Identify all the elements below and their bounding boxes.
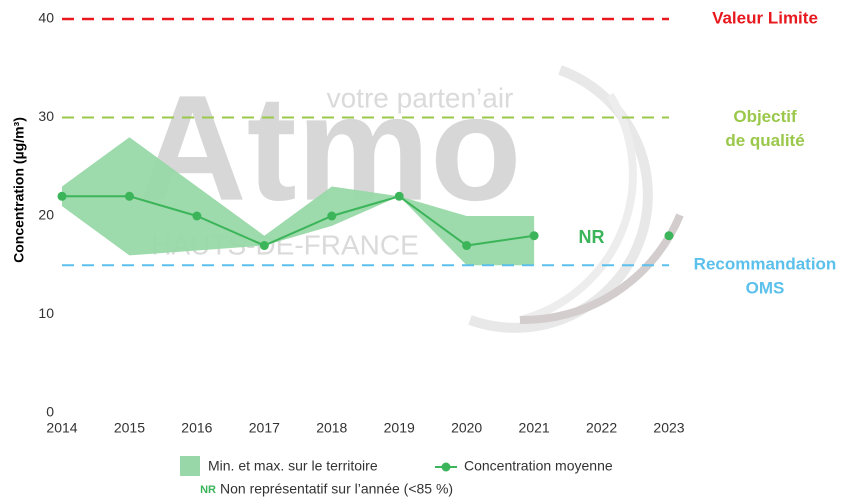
min-max-band bbox=[62, 137, 535, 266]
x-tick-label: 2015 bbox=[114, 420, 145, 436]
mean-point bbox=[462, 241, 472, 251]
watermark: Atmo votre parten’air HAUTS-DE-FRANCE bbox=[138, 64, 684, 333]
mean-point bbox=[259, 241, 269, 251]
x-tick-label: 2020 bbox=[451, 420, 482, 436]
x-tick-label: 2018 bbox=[316, 420, 347, 436]
x-tick-label: 2023 bbox=[653, 420, 684, 436]
legend-swatch bbox=[180, 456, 200, 476]
footnote-key: NR bbox=[200, 484, 216, 496]
legend-label: Min. et max. sur le territoire bbox=[208, 458, 378, 474]
mean-point bbox=[394, 191, 404, 201]
mean-line bbox=[62, 195, 535, 247]
watermark-top: votre parten’air bbox=[327, 82, 514, 113]
x-tick-label: 2017 bbox=[249, 420, 280, 436]
mean-point bbox=[664, 231, 674, 241]
legend-label: Concentration moyenne bbox=[464, 458, 613, 474]
footnote-text: Non représentatif sur l’année (<85 %) bbox=[220, 481, 453, 497]
y-tick-label: 0 bbox=[46, 404, 54, 420]
x-tick-label: 2014 bbox=[46, 420, 77, 436]
y-tick-label: 10 bbox=[38, 305, 54, 321]
legend-point bbox=[441, 462, 451, 472]
reference-label: Recommandation bbox=[694, 255, 837, 274]
mean-point bbox=[124, 191, 134, 201]
reference-label: Objectif bbox=[733, 107, 797, 126]
reference-label: OMS bbox=[746, 279, 785, 298]
na-label: NR bbox=[579, 227, 605, 247]
mean-point bbox=[192, 211, 202, 221]
watermark-arc bbox=[519, 92, 637, 324]
reference-label: de qualité bbox=[725, 131, 804, 150]
y-tick-label: 30 bbox=[38, 108, 54, 124]
x-tick-label: 2019 bbox=[384, 420, 415, 436]
reference-label: Valeur Limite bbox=[712, 8, 818, 27]
x-tick-label: 2021 bbox=[519, 420, 550, 436]
mean-point bbox=[327, 211, 337, 221]
x-tick-label: 2016 bbox=[181, 420, 212, 436]
x-tick-label: 2022 bbox=[586, 420, 617, 436]
y-axis-label: Concentration (µg/m³) bbox=[11, 117, 27, 263]
y-tick-label: 20 bbox=[38, 207, 54, 223]
y-tick-label: 40 bbox=[38, 10, 54, 26]
mean-point bbox=[57, 191, 67, 201]
mean-point bbox=[529, 231, 539, 241]
